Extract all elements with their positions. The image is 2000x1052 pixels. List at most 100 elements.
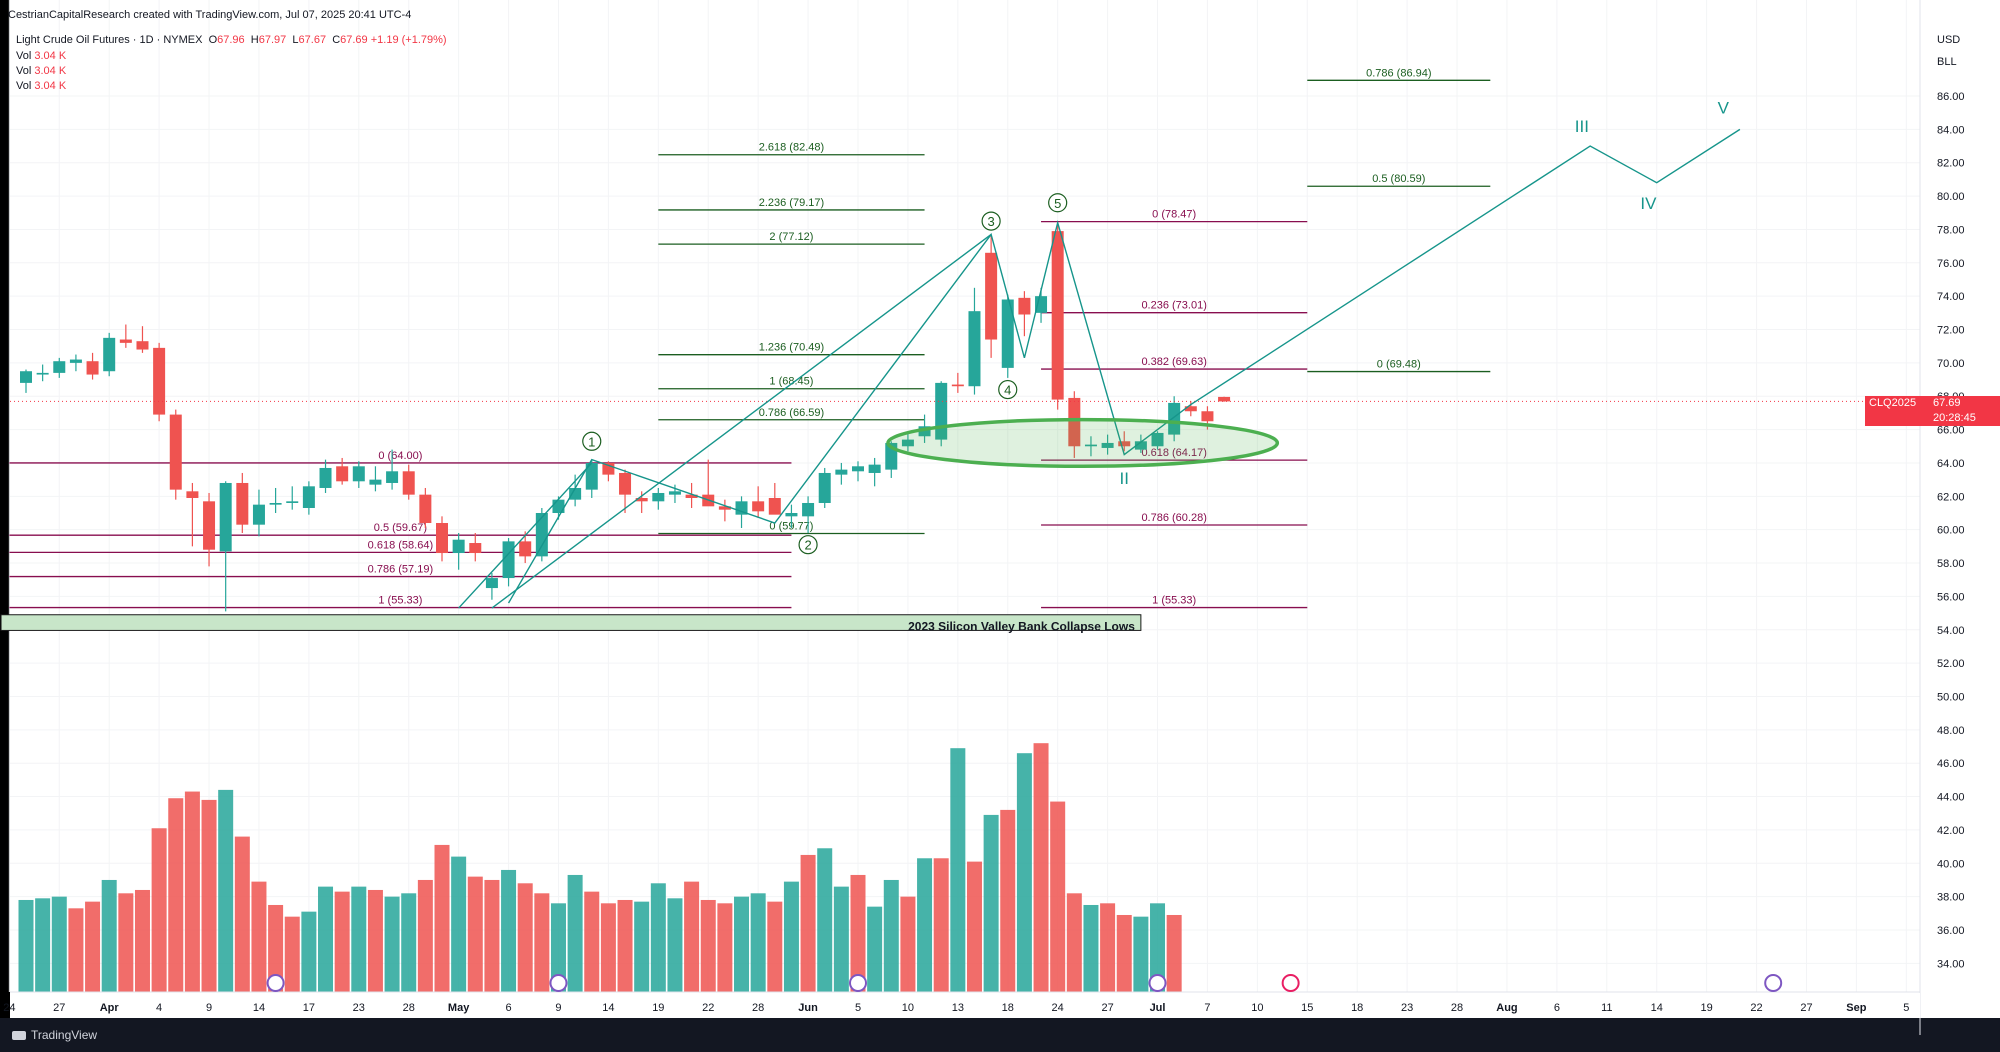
tradingview-logo[interactable]: TradingView <box>12 1026 97 1044</box>
time-tick-label: 14 <box>1651 1002 1663 1014</box>
time-tick-label: 14 <box>602 1002 614 1014</box>
volume-bar <box>401 893 417 992</box>
price-axis-background <box>1920 0 2000 1035</box>
time-tick-label: 27 <box>53 1002 65 1014</box>
price-axis-layer: 86.00 84.00 82.00 80.00 78.00 76.00 74.00 72.00… <box>1919 0 1965 1035</box>
candle-body <box>985 252 998 340</box>
time-tick-label: Aug <box>1496 1002 1517 1014</box>
price-tick-label: 80.00 <box>1937 191 1965 203</box>
wave-label-circle <box>981 211 1001 231</box>
candle-body <box>1084 444 1097 447</box>
volume-bar <box>750 893 766 992</box>
volume-bar <box>18 899 34 992</box>
event-marker-icon <box>1764 974 1783 992</box>
candle-body <box>535 513 548 557</box>
candle-body <box>236 482 249 525</box>
ohlc-close: C67.69 <box>332 34 368 46</box>
volume-bar <box>35 898 51 992</box>
candle-body <box>302 486 315 508</box>
volume-bar <box>534 893 550 992</box>
candle-body <box>153 347 166 415</box>
candle-body <box>818 472 831 503</box>
candle-body <box>203 501 216 550</box>
fib-level-label: 1 (68.45) <box>769 376 813 388</box>
price-tick-label: 50.00 <box>1937 691 1965 703</box>
fibonacci-layer: 0 (64.00) 0.5 (59.67) 0.618 (58.64) 0.786 (… <box>9 67 1491 609</box>
time-tick-label: 10 <box>1251 1002 1263 1014</box>
volume-bar <box>434 844 450 992</box>
volume-legend-2[interactable]: Vol 3.04 K <box>16 65 67 77</box>
time-tick-label: 5 <box>855 1002 861 1014</box>
time-tick-label: 13 <box>952 1002 964 1014</box>
support-ellipse-layer <box>886 417 1280 469</box>
candle-body <box>1068 397 1081 447</box>
price-tick-label: 44.00 <box>1937 792 1965 804</box>
volume-bar <box>484 879 500 992</box>
symbol-tag-name: CLQ2025 <box>1869 397 1917 409</box>
fib-level-label: 0.786 (86.94) <box>1366 67 1431 79</box>
fib-level-label: 0 (69.48) <box>1377 359 1421 371</box>
fib-level-label: 0 (78.47) <box>1152 209 1196 221</box>
candle-body <box>336 466 349 482</box>
volume-bar <box>667 898 683 992</box>
candle-body <box>1051 231 1064 400</box>
candle-body <box>1151 432 1164 447</box>
candlestick-layer <box>10 222 1920 612</box>
candle-body <box>86 361 99 375</box>
fib-level-label: 0.236 (73.01) <box>1141 300 1206 312</box>
unit-label[interactable]: BLL <box>1937 56 1957 68</box>
time-tick-label: 23 <box>353 1002 365 1014</box>
candle-body <box>752 501 765 512</box>
ohlc-open: O67.96 <box>208 34 245 46</box>
wave-label: IV <box>1640 194 1657 213</box>
price-tick-label: 42.00 <box>1937 825 1965 837</box>
fib-level-label: 0.786 (57.19) <box>368 564 433 576</box>
volume-bar <box>501 869 517 992</box>
volume-bar <box>1083 904 1099 992</box>
candle-body <box>868 464 881 473</box>
fib-level-label: 0.786 (66.59) <box>759 407 824 419</box>
wave-label-circle <box>798 535 818 555</box>
symbol-legend[interactable]: Light Crude Oil Futures · 1D · NYMEX O67… <box>16 34 447 46</box>
time-tick-label: 11 <box>1601 1002 1612 1014</box>
candle-body <box>386 471 399 483</box>
time-tick-label: 28 <box>403 1002 415 1014</box>
wave-label: 1 <box>588 434 595 449</box>
volume-bar <box>218 789 234 992</box>
volume-bar <box>1166 914 1182 992</box>
price-tick-label: 84.00 <box>1937 124 1965 136</box>
candle-body <box>402 471 415 495</box>
wave-label: 3 <box>988 214 995 229</box>
price-tick-label: 76.00 <box>1937 258 1965 270</box>
time-tick-label: 14 <box>253 1002 265 1014</box>
volume-bar <box>867 906 883 992</box>
candle-body <box>802 502 815 517</box>
wave-label-circle <box>998 379 1018 400</box>
volume-bar <box>883 879 899 992</box>
volume-bar <box>351 886 367 992</box>
volume-legend-3[interactable]: Vol 3.04 K <box>16 80 67 92</box>
currency-label[interactable]: USD <box>1937 34 1961 46</box>
volume-bar <box>684 881 700 992</box>
ohlc-low: L67.67 <box>292 34 327 46</box>
fib-level-label: 2.618 (82.48) <box>759 142 824 154</box>
candle-body <box>20 371 32 383</box>
candle-body <box>519 541 532 557</box>
time-tick-label: 15 <box>1301 1002 1313 1014</box>
price-tick-label: 64.00 <box>1937 458 1965 470</box>
time-tick-label: 5 <box>1903 1002 1909 1014</box>
volume-bar <box>900 896 916 992</box>
candle-body <box>1018 297 1031 315</box>
volume-bar <box>334 891 350 992</box>
time-tick-label: Sep <box>1846 1002 1866 1014</box>
volume-bar <box>417 879 433 992</box>
event-marker-icon <box>549 974 568 992</box>
candle-body <box>286 501 299 503</box>
svb-zone-label: 2023 Silicon Valley Bank Collapse Lows <box>908 619 1135 633</box>
volume-bar <box>983 814 999 992</box>
volume-legend-1[interactable]: Vol 3.04 K <box>16 50 67 62</box>
time-axis-background <box>10 993 1920 1018</box>
volume-bar <box>1133 916 1149 992</box>
